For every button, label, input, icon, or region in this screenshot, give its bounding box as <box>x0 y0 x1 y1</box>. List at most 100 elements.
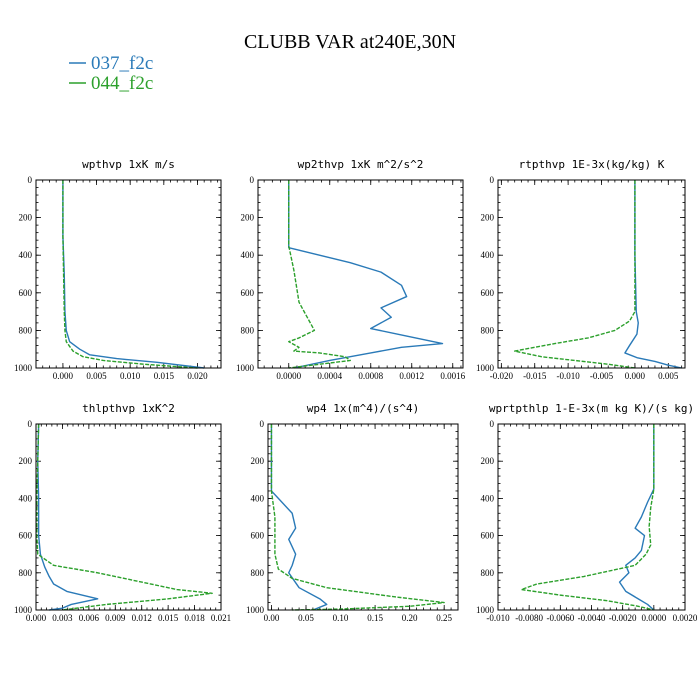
plot-frame <box>257 179 464 369</box>
x-tick-label: 0.018 <box>184 613 205 623</box>
panel-5: wp4 1x(m^4)/(s^4) 0.00 0.05 0.10 0.15 0.20 0.2… <box>246 402 459 623</box>
y-tick-label: 800 <box>251 568 265 578</box>
x-tick-label: -0.005 <box>590 371 614 381</box>
series-line-037-f2c <box>270 424 328 611</box>
x-tick-label: 0.0000 <box>276 371 301 381</box>
y-tick-label: 1000 <box>476 605 495 615</box>
y-tick-label: 400 <box>481 250 495 260</box>
y-tick-label: 600 <box>241 288 255 298</box>
y-tick-label: 800 <box>19 325 33 335</box>
x-tick-label: 0.15 <box>367 613 383 623</box>
x-tick-label: -0.0060 <box>546 613 574 623</box>
plot-frame <box>267 423 459 611</box>
x-tick-label: 0.021 <box>211 613 231 623</box>
panel-title: rtpthvp 1E-3x(kg/kg) K <box>519 158 665 171</box>
y-tick-label: 800 <box>241 325 255 335</box>
x-tick-label: 0.000 <box>625 371 646 381</box>
series-line-037-f2c <box>618 424 655 611</box>
y-tick-label: 800 <box>481 325 495 335</box>
y-tick-label: 600 <box>251 531 265 541</box>
y-tick-label: 200 <box>481 213 495 223</box>
x-tick-label: -0.015 <box>523 371 547 381</box>
x-tick-label: 0.0016 <box>440 371 465 381</box>
x-tick-label: -0.010 <box>557 371 581 381</box>
y-tick-label: 800 <box>19 568 33 578</box>
y-tick-label: 0 <box>28 419 33 429</box>
x-tick-label: 0.10 <box>333 613 349 623</box>
x-tick-label: -0.0080 <box>515 613 543 623</box>
panel-title: thlpthvp 1xK^2 <box>82 402 175 415</box>
x-tick-label: -0.0020 <box>609 613 637 623</box>
plot-frame <box>35 179 222 369</box>
panel-6: wprtpthlp 1-E-3x(m kg K)/(s kg) -0.010 -0.… <box>476 402 698 623</box>
plot-frame <box>497 423 686 611</box>
figure-title: CLUBB VAR at240E,30N <box>244 31 456 53</box>
series-line-044-f2c <box>62 180 198 369</box>
x-tick-label: 0.020 <box>187 371 208 381</box>
y-tick-label: 600 <box>481 288 495 298</box>
x-tick-label: 0.00 <box>264 613 280 623</box>
y-tick-label: 0 <box>490 419 495 429</box>
plot-frame <box>35 423 222 611</box>
x-tick-label: 0.05 <box>298 613 314 623</box>
y-tick-label: 400 <box>19 250 33 260</box>
series-line-044-f2c <box>36 423 213 611</box>
x-tick-label: 0.0020 <box>673 613 698 623</box>
y-tick-label: 600 <box>19 288 33 298</box>
x-tick-label: 0.0000 <box>641 613 666 623</box>
x-tick-label: 0.015 <box>154 371 175 381</box>
series-line-044-f2c <box>288 180 351 369</box>
panel-title: wprtpthlp 1-E-3x(m kg K)/(s kg) <box>489 402 694 415</box>
y-tick-label: 400 <box>481 493 495 503</box>
panel-3: rtpthvp 1E-3x(kg/kg) K -0.020 -0.015 -0.010… <box>476 158 686 381</box>
y-tick-label: 1000 <box>14 363 33 373</box>
y-tick-label: 200 <box>481 456 495 466</box>
y-tick-label: 1000 <box>476 363 495 373</box>
x-tick-label: 0.000 <box>26 613 47 623</box>
y-tick-label: 1000 <box>236 363 255 373</box>
y-tick-label: 200 <box>19 213 33 223</box>
x-tick-label: 0.000 <box>53 371 74 381</box>
panel-title: wpthvp 1xK m/s <box>82 158 175 171</box>
panel-4: thlpthvp 1xK^2 0.000 0.003 0.006 0.009 0.012 0… <box>14 402 231 623</box>
y-tick-label: 0 <box>260 419 265 429</box>
legend: 037_f2c 044_f2c <box>69 53 153 94</box>
series-line-044-f2c <box>514 180 636 369</box>
y-tick-label: 0 <box>28 175 33 185</box>
x-tick-label: 0.006 <box>79 613 100 623</box>
series-line-044-f2c <box>270 424 445 611</box>
legend-label-044: 044_f2c <box>91 73 153 94</box>
y-tick-label: 1000 <box>246 605 265 615</box>
y-tick-label: 1000 <box>14 605 33 615</box>
x-tick-label: 0.0012 <box>399 371 424 381</box>
panel-2: wp2thvp 1xK m^2/s^2 0.0000 0.0004 0.0008 0.0… <box>236 158 466 381</box>
series-line-044-f2c <box>520 424 655 611</box>
y-tick-label: 400 <box>19 493 33 503</box>
y-tick-label: 200 <box>251 456 265 466</box>
x-tick-label: 0.003 <box>52 613 73 623</box>
y-tick-label: 800 <box>481 568 495 578</box>
y-tick-label: 600 <box>481 531 495 541</box>
x-tick-label: 0.009 <box>105 613 126 623</box>
panel-1: wpthvp 1xK m/s 0.000 0.005 0.010 0.015 0.020 0… <box>14 158 222 381</box>
x-tick-label: -0.020 <box>490 371 514 381</box>
x-tick-label: 0.20 <box>402 613 418 623</box>
y-tick-label: 600 <box>19 531 33 541</box>
series-line-037-f2c <box>624 180 682 369</box>
plot-frame <box>497 179 686 369</box>
x-tick-label: 0.010 <box>120 371 141 381</box>
x-tick-label: 0.005 <box>658 371 679 381</box>
series-line-037-f2c <box>62 180 205 369</box>
series-line-037-f2c <box>288 180 444 369</box>
x-tick-label: 0.005 <box>86 371 107 381</box>
x-tick-label: 0.012 <box>132 613 152 623</box>
y-tick-label: 400 <box>241 250 255 260</box>
x-tick-label: 0.0004 <box>317 371 342 381</box>
y-tick-label: 200 <box>19 456 33 466</box>
panels: wpthvp 1xK m/s0.000 0.005 0.010 0.015 0.0200… <box>14 158 698 623</box>
x-tick-label: -0.010 <box>486 613 510 623</box>
y-tick-label: 400 <box>251 493 265 503</box>
y-tick-label: 200 <box>241 213 255 223</box>
x-tick-label: -0.0040 <box>578 613 606 623</box>
